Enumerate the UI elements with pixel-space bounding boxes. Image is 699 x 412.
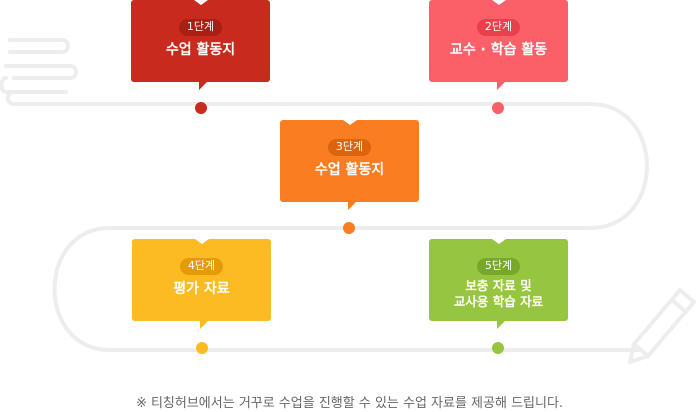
card-tail: [496, 321, 505, 329]
stage-card-4: 4단계 평가 자료: [132, 239, 271, 329]
stage-title-2: 교수 · 학습 활동: [449, 42, 548, 58]
card-tail: [347, 202, 356, 210]
stage-badge-2: 2단계: [476, 19, 521, 36]
stage-card-5: 5단계 보충 자료 및 교사용 학습 자료: [429, 239, 568, 329]
card-notch: [194, 239, 209, 244]
footnote-text: ※ 티칭허브에서는 거꾸로 수업을 진행할 수 있는 수업 자료를 제공해 드립…: [135, 396, 564, 411]
stage-card-2: 2단계 교수 · 학습 활동: [429, 0, 568, 90]
stage-badge-3: 3단계: [327, 139, 372, 156]
stage-dot-4: [196, 342, 208, 354]
stage-card-1: 1단계 수업 활동지: [131, 0, 270, 90]
card-notch: [193, 0, 208, 5]
card-notch: [491, 0, 506, 5]
stage-dot-3: [343, 222, 355, 234]
pencil-icon: [628, 288, 696, 364]
stage-card-3: 3단계 수업 활동지: [280, 120, 419, 210]
card-tail: [199, 321, 208, 329]
stage-dot-1: [195, 102, 207, 114]
stage-dot-5: [492, 342, 504, 354]
card-tail: [198, 82, 207, 90]
card-notch: [342, 120, 357, 125]
scroll-paper-icon: [0, 38, 202, 106]
stage-title-5: 보충 자료 및 교사용 학습 자료: [453, 278, 544, 309]
card-notch: [491, 239, 506, 244]
stage-title-3: 수업 활동지: [314, 162, 385, 178]
stage-title-1: 수업 활동지: [165, 42, 236, 58]
stage-dot-2: [492, 102, 504, 114]
stage-badge-4: 4단계: [179, 258, 224, 275]
card-tail: [496, 82, 505, 90]
stage-badge-5: 5단계: [476, 258, 521, 275]
stage-title-4: 평가 자료: [173, 281, 230, 297]
stage-badge-1: 1단계: [178, 19, 223, 36]
